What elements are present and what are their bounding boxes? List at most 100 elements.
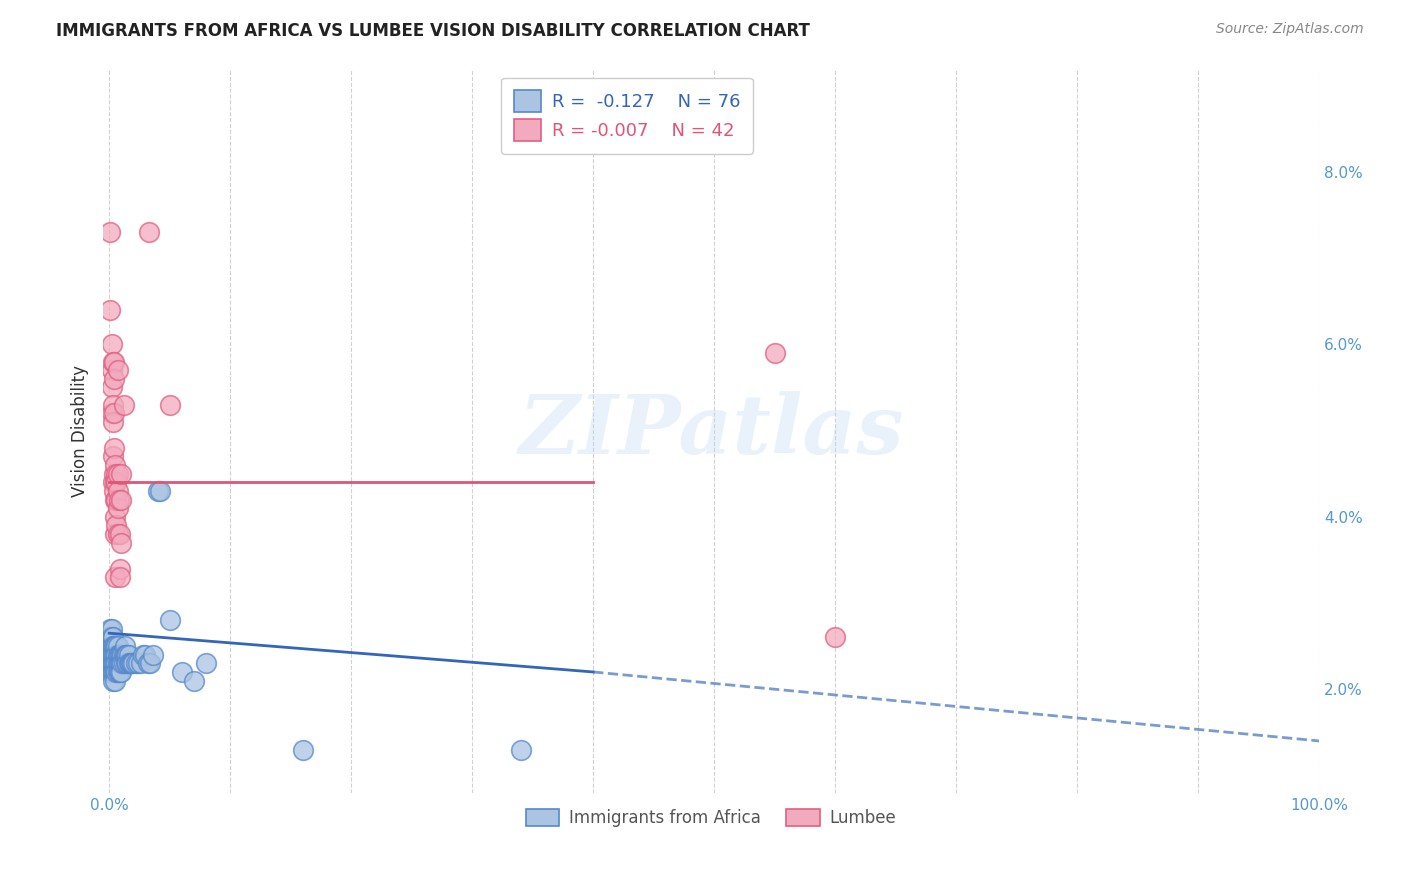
Point: [112, 657, 135, 671]
Point: [159, 613, 181, 627]
Point: [105, 639, 128, 653]
Point: [107, 648, 129, 662]
Point: [103, 354, 125, 368]
Point: [146, 483, 169, 498]
Point: [117, 657, 139, 671]
Point: [103, 372, 125, 386]
Point: [101, 631, 124, 645]
Point: [111, 657, 134, 671]
Point: [107, 467, 129, 481]
Point: [291, 742, 314, 756]
Point: [138, 225, 160, 239]
Point: [110, 535, 132, 549]
Point: [159, 398, 181, 412]
Point: [183, 673, 205, 688]
Point: [112, 398, 135, 412]
Point: [108, 570, 131, 584]
Y-axis label: Vision Disability: Vision Disability: [72, 365, 89, 497]
Point: [104, 648, 127, 662]
Point: [107, 501, 129, 516]
Point: [127, 657, 149, 671]
Point: [149, 483, 172, 498]
Point: [104, 639, 127, 653]
Point: [101, 673, 124, 688]
Text: ZIPatlas: ZIPatlas: [519, 391, 904, 471]
Point: [763, 346, 786, 360]
Point: [100, 380, 122, 394]
Point: [120, 657, 142, 671]
Point: [134, 648, 156, 662]
Point: [104, 458, 127, 472]
Point: [103, 406, 125, 420]
Point: [110, 648, 132, 662]
Point: [114, 639, 136, 653]
Point: [139, 657, 162, 671]
Point: [824, 631, 846, 645]
Point: [104, 570, 127, 584]
Point: [100, 363, 122, 377]
Point: [101, 475, 124, 490]
Point: [100, 665, 122, 679]
Point: [117, 648, 139, 662]
Point: [103, 648, 125, 662]
Point: [129, 657, 152, 671]
Point: [108, 492, 131, 507]
Point: [101, 648, 124, 662]
Point: [132, 648, 155, 662]
Point: [118, 657, 141, 671]
Point: [105, 648, 128, 662]
Point: [108, 665, 131, 679]
Point: [105, 518, 128, 533]
Point: [101, 657, 124, 671]
Point: [104, 492, 127, 507]
Point: [107, 657, 129, 671]
Point: [108, 561, 131, 575]
Point: [110, 492, 132, 507]
Point: [103, 467, 125, 481]
Point: [105, 467, 128, 481]
Point: [107, 639, 129, 653]
Text: IMMIGRANTS FROM AFRICA VS LUMBEE VISION DISABILITY CORRELATION CHART: IMMIGRANTS FROM AFRICA VS LUMBEE VISION …: [56, 22, 810, 40]
Point: [100, 631, 122, 645]
Point: [107, 483, 129, 498]
Point: [115, 648, 138, 662]
Point: [105, 492, 128, 507]
Point: [121, 657, 143, 671]
Point: [114, 648, 136, 662]
Point: [104, 673, 127, 688]
Point: [100, 622, 122, 636]
Point: [100, 337, 122, 351]
Point: [103, 639, 125, 653]
Point: [103, 657, 125, 671]
Point: [105, 665, 128, 679]
Point: [103, 665, 125, 679]
Point: [100, 622, 122, 636]
Point: [104, 665, 127, 679]
Point: [101, 398, 124, 412]
Point: [117, 648, 139, 662]
Point: [103, 441, 125, 455]
Point: [100, 406, 122, 420]
Point: [107, 665, 129, 679]
Point: [170, 665, 193, 679]
Point: [194, 657, 217, 671]
Point: [110, 657, 132, 671]
Point: [101, 450, 124, 464]
Point: [111, 648, 134, 662]
Point: [100, 648, 122, 662]
Point: [107, 527, 129, 541]
Point: [103, 483, 125, 498]
Point: [104, 475, 127, 490]
Point: [104, 509, 127, 524]
Point: [101, 665, 124, 679]
Point: [122, 657, 145, 671]
Point: [136, 657, 159, 671]
Point: [104, 527, 127, 541]
Point: [100, 657, 122, 671]
Point: [125, 657, 148, 671]
Point: [110, 467, 132, 481]
Point: [108, 665, 131, 679]
Point: [100, 639, 122, 653]
Point: [100, 665, 122, 679]
Point: [108, 648, 131, 662]
